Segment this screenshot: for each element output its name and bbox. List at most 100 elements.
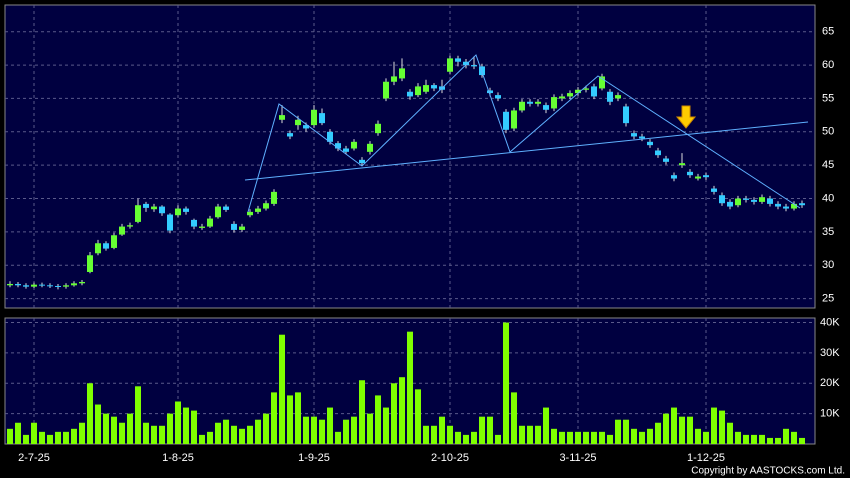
volume-bar [639,431,645,444]
candle-body [47,285,53,287]
candle-body [335,143,341,149]
volume-bar [111,416,117,444]
x-tick-label: 1-12-25 [687,452,725,464]
volume-bar [679,416,685,444]
volume-bar [375,395,381,444]
volume-bar [471,431,477,444]
volume-bar [615,419,621,444]
candle-body [359,159,365,164]
y2-tick-label: 40K [820,316,840,328]
volume-bar [239,428,245,444]
candle-body [7,283,13,286]
volume-bar [215,422,221,444]
candle-body [15,283,21,286]
candle-body [415,86,421,96]
candle-body [591,86,597,97]
arrow [675,105,697,129]
candle-body [207,218,213,227]
y2-tick-label: 20K [820,377,840,389]
candle-body [783,206,789,209]
pattern-line [247,54,801,213]
volume-bar [183,407,189,444]
x-tick-label: 2-7-25 [18,452,50,464]
volume-bar [799,437,805,444]
candle-body [631,133,637,137]
y-tick-label: 65 [822,26,834,38]
volume-bar [31,422,37,444]
candle-body [551,97,557,109]
volume-bar [631,428,637,444]
candle-body [703,175,709,178]
volume-bar [135,386,141,444]
volume-bar [175,401,181,444]
candle-body [223,206,229,210]
volume-bar [71,428,77,444]
candle-body [183,208,189,212]
candle-body [327,131,333,142]
candle-body [39,284,45,286]
y2-tick-label: 30K [820,347,840,359]
volume-bar [23,434,29,444]
candle-body [527,101,533,104]
volume-bar [655,422,661,444]
volume-bar [415,389,421,444]
candle-body [623,106,629,124]
candle-body [575,89,581,94]
candle-body [79,281,85,284]
candle-body [727,201,733,207]
candle-body [391,76,397,82]
volume-bar [303,416,309,444]
y-tick-label: 40 [822,192,834,204]
candle-body [127,225,133,227]
volume-bar [455,431,461,444]
volume-bar [407,331,413,444]
y-tick-label: 55 [822,92,834,104]
volume-bar [199,434,205,444]
candle-body [759,197,765,202]
volume-bar [399,377,405,444]
candle-body [447,58,453,72]
volume-bar [231,425,237,444]
candle-body [231,223,237,230]
candle-body [407,91,413,97]
volume-bar [487,416,493,444]
volume-bar [447,425,453,444]
candle-body [271,191,277,204]
volume-bar [703,431,709,444]
volume-bar [775,437,781,444]
candle-body [663,158,669,162]
candle-body [263,203,269,209]
candle-body [295,119,301,126]
candle-body [599,76,605,89]
volume-bar [727,422,733,444]
candle-body [367,143,373,152]
y2-tick-label: 10K [820,408,840,420]
candle-body [375,123,381,134]
candle-body [535,101,541,104]
volume-bar [591,431,597,444]
volume-bar [247,425,253,444]
volume-bar [351,416,357,444]
volume-bar [423,425,429,444]
candle-body [655,150,661,156]
candle-body [639,136,645,139]
volume-bar [391,383,397,444]
volume-bar [39,431,45,444]
candle-body [767,198,773,204]
volume-bar [599,431,605,444]
candle-body [751,199,757,202]
y-tick-label: 45 [822,159,834,171]
volume-bar [543,407,549,444]
volume-bar [751,434,757,444]
volume-bar [295,392,301,444]
volume-bar [159,425,165,444]
volume-bar [511,392,517,444]
volume-bar [687,416,693,444]
volume-bar [103,413,109,444]
candle-body [71,283,77,286]
volume-bar [495,434,501,444]
candle-body [311,109,317,126]
volume-bar [319,419,325,444]
candle-body [799,203,805,206]
candle-body [735,198,741,206]
